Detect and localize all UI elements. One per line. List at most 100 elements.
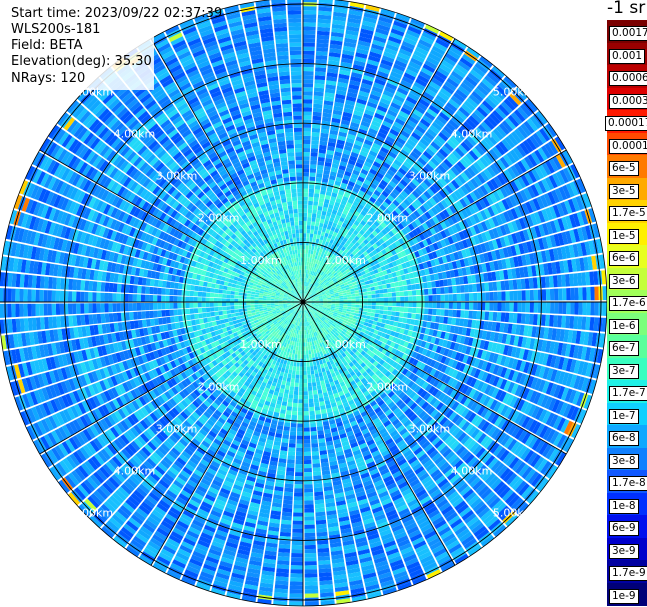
ppi-gate-cell — [337, 77, 349, 84]
ppi-gate-cell — [480, 210, 488, 221]
ppi-gate-cell — [359, 267, 365, 273]
ppi-gate-cell — [496, 281, 502, 291]
ppi-gate-cell — [468, 284, 473, 293]
ppi-gate-cell — [328, 273, 333, 278]
ppi-gate-cell — [311, 451, 320, 456]
ppi-gate-cell — [312, 467, 321, 472]
ppi-gate-cell — [355, 296, 360, 299]
ppi-gate-cell — [363, 193, 371, 200]
ppi-gate-cell — [355, 307, 360, 311]
ppi-gate-cell — [320, 231, 326, 237]
ppi-gate-cell — [391, 162, 400, 171]
ppi-gate-cell — [382, 259, 388, 266]
ppi-gate-cell — [351, 278, 356, 283]
ppi-gate-cell — [331, 276, 336, 281]
ppi-gate-cell — [320, 281, 324, 286]
ppi-gate-cell — [403, 255, 409, 263]
ppi-gate-cell — [403, 285, 408, 291]
ppi-gate-cell — [489, 131, 501, 143]
ppi-gate-cell — [449, 136, 460, 147]
ppi-gate-cell — [292, 406, 298, 412]
ppi-gate-cell — [289, 390, 294, 395]
ppi-gate-cell — [292, 516, 303, 521]
ppi-gate-cell — [287, 451, 296, 456]
ppi-gate-cell — [292, 532, 303, 538]
ppi-gate-cell — [303, 14, 317, 19]
ppi-gate-cell — [414, 198, 423, 207]
ppi-gate-cell — [311, 241, 316, 247]
ppi-gate-cell — [369, 196, 377, 204]
ppi-gate-cell — [532, 314, 538, 326]
ppi-gate-cell — [383, 218, 390, 226]
ppi-gate-cell — [326, 237, 331, 243]
ppi-gate-cell — [327, 242, 333, 248]
ppi-gate-cell — [304, 286, 307, 291]
ppi-gate-cell — [368, 267, 374, 272]
ppi-gate-cell — [380, 97, 391, 106]
ppi-gate-cell — [469, 226, 477, 236]
ppi-gate-cell — [400, 220, 408, 228]
ppi-gate-cell — [363, 245, 369, 251]
ppi-gate-cell — [303, 71, 314, 76]
ppi-gate-cell — [308, 200, 313, 206]
ppi-gate-cell — [371, 298, 376, 302]
ppi-gate-cell — [325, 191, 332, 197]
ppi-gate-cell — [312, 280, 315, 285]
ppi-gate-cell — [317, 30, 330, 36]
ppi-gate-cell — [306, 274, 309, 279]
ppi-gate-cell — [550, 302, 555, 314]
ppi-gate-cell — [304, 500, 314, 505]
ppi-gate-cell — [554, 302, 559, 314]
ppi-gate-cell — [465, 302, 470, 310]
ppi-gate-cell — [361, 24, 375, 32]
ppi-gate-cell — [417, 196, 426, 205]
ppi-gate-cell — [414, 175, 423, 184]
ppi-gate-cell — [328, 56, 341, 62]
ppi-gate-cell — [390, 28, 405, 37]
ppi-gate-cell — [364, 223, 371, 230]
ppi-gate-cell — [308, 354, 312, 359]
ppi-gate-cell — [291, 414, 298, 420]
ppi-gate-cell — [358, 90, 370, 98]
ppi-gate-cell — [498, 123, 510, 135]
ppi-gate-cell — [384, 226, 391, 233]
ppi-gate-cell — [357, 264, 363, 270]
ppi-gate-cell — [295, 378, 299, 383]
ppi-gate-cell — [297, 334, 300, 339]
ppi-gate-cell — [376, 197, 384, 204]
ppi-gate-cell — [516, 144, 527, 158]
ppi-gate-cell — [360, 82, 372, 90]
ppi-gate-cell — [406, 254, 413, 261]
ppi-gate-cell — [309, 258, 312, 263]
ppi-gate-cell — [436, 66, 450, 77]
ppi-gate-cell — [492, 312, 498, 322]
ppi-gate-cell — [498, 200, 507, 212]
ppi-gate-cell — [303, 374, 307, 379]
ppi-gate-cell — [314, 406, 321, 411]
ppi-gate-cell — [443, 228, 451, 237]
ppi-gate-cell — [393, 94, 405, 103]
ppi-gate-cell — [534, 182, 543, 195]
ppi-gate-cell — [473, 161, 483, 173]
ppi-gate-cell — [303, 168, 310, 173]
ppi-gate-cell — [331, 283, 336, 288]
ppi-gate-cell — [348, 9, 363, 17]
ppi-gate-cell — [295, 346, 299, 351]
ppi-gate-cell — [347, 280, 353, 285]
ppi-gate-cell — [425, 147, 435, 157]
ppi-gate-cell — [318, 372, 323, 378]
ppi-gate-cell — [570, 164, 580, 179]
ppi-gate-cell — [440, 294, 445, 302]
ppi-gate-cell — [341, 277, 347, 282]
ppi-gate-cell — [318, 239, 323, 245]
ppi-gate-cell — [393, 174, 402, 182]
ppi-gate-cell — [379, 289, 384, 294]
ppi-gate-cell — [465, 227, 473, 237]
ppi-gate-cell — [411, 307, 417, 314]
ppi-gate-cell — [303, 257, 306, 262]
ppi-gate-cell — [375, 290, 380, 294]
ppi-gate-cell — [454, 147, 465, 158]
ppi-gate-cell — [341, 222, 348, 228]
ppi-gate-cell — [333, 261, 338, 266]
